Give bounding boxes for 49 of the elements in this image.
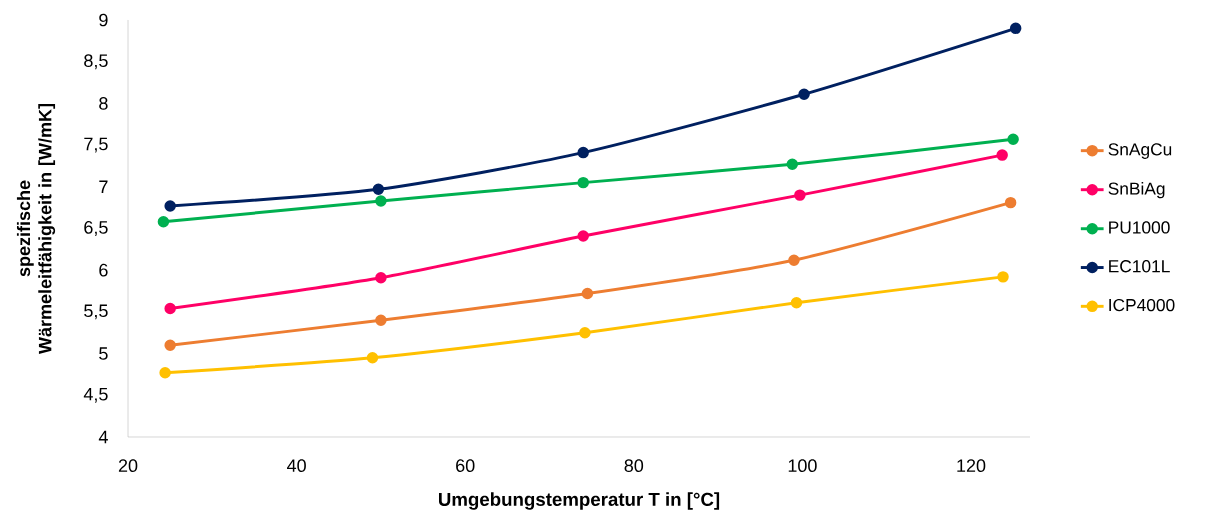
point	[790, 296, 803, 309]
y-tick-label: 7,5	[84, 137, 108, 153]
point	[997, 271, 1009, 283]
x-tick-label: 120	[957, 459, 986, 472]
y-tick-label: 4	[98, 430, 108, 444]
point	[157, 216, 170, 228]
x-tick-label: 60	[456, 459, 475, 472]
point	[577, 230, 589, 242]
x-tick-label: 100	[788, 459, 817, 472]
point	[794, 189, 806, 201]
point	[786, 158, 799, 171]
legend-label: PU1000	[1109, 221, 1170, 234]
y-tick-label: 7	[99, 180, 108, 193]
point	[798, 88, 810, 100]
legend-label: SnAgCu	[1108, 143, 1172, 159]
x-axis-title: Umgebungstemperatur T in [°C]	[439, 492, 720, 510]
point	[164, 339, 176, 351]
y-tick-label: 5,5	[84, 304, 108, 320]
point	[366, 352, 379, 364]
y-tick-label: 9	[99, 13, 108, 27]
y-tick-label: 5	[99, 347, 108, 360]
point	[375, 314, 387, 326]
point	[577, 146, 589, 159]
point	[996, 149, 1008, 161]
point	[372, 183, 385, 196]
point	[788, 254, 800, 266]
point	[159, 367, 171, 379]
x-tick-label: 80	[624, 459, 644, 472]
point	[164, 200, 176, 212]
y-axis-title: spezifische Wärmeleitfähigkeit in [W/mK]	[16, 104, 56, 354]
point	[577, 176, 589, 189]
point	[1007, 133, 1019, 145]
point	[375, 271, 387, 284]
legend-label: ICP4000	[1109, 298, 1175, 312]
y-tick-label: 6,5	[84, 221, 108, 236]
legend-label: EC101L	[1109, 260, 1170, 273]
point	[579, 327, 591, 339]
x-tick-label: 40	[287, 459, 306, 472]
x-tick-label: 20	[118, 459, 138, 472]
point	[164, 302, 176, 315]
point	[375, 195, 387, 207]
point	[1004, 196, 1017, 209]
y-tick-label: 4,5	[83, 387, 108, 403]
y-tick-label: 8	[99, 97, 108, 110]
legend-label: SnBiAg	[1108, 182, 1165, 199]
y-tick-label: 8,5	[84, 54, 108, 70]
point	[1009, 22, 1022, 35]
point	[581, 287, 594, 300]
y-tick-label: 6	[99, 263, 108, 277]
